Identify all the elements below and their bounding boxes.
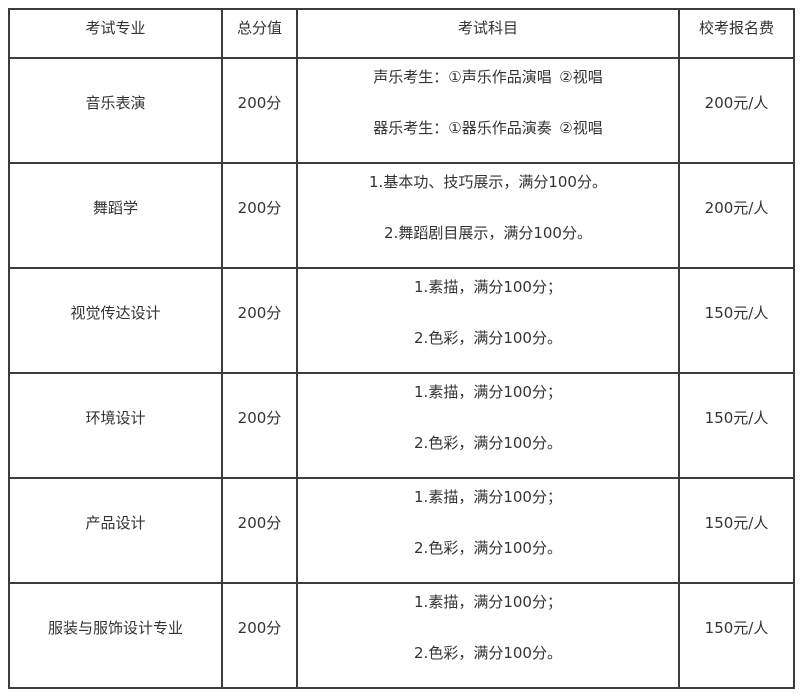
subject-line: 1.素描，满分100分； bbox=[414, 593, 562, 611]
subject-line: 声乐考生：①声乐作品演唱 ②视唱 bbox=[373, 68, 603, 86]
score-cell: 200分 bbox=[221, 57, 298, 164]
table-row: 产品设计 200分 1.素描，满分100分； 2.色彩，满分100分。 150元… bbox=[8, 477, 795, 584]
header-row: 考试专业 总分值 考试科目 校考报名费 bbox=[8, 8, 795, 59]
subject-line: 2.色彩，满分100分。 bbox=[414, 329, 562, 347]
subjects-cell: 声乐考生：①声乐作品演唱 ②视唱 器乐考生：①器乐作品演奏 ②视唱 bbox=[296, 57, 680, 164]
score-cell: 200分 bbox=[221, 372, 298, 479]
subject-line: 1.素描，满分100分； bbox=[414, 488, 562, 506]
subject-line: 2.舞蹈剧目展示，满分100分。 bbox=[384, 224, 592, 242]
score-cell: 200分 bbox=[221, 267, 298, 374]
score-cell: 200分 bbox=[221, 477, 298, 584]
major-cell: 产品设计 bbox=[8, 477, 223, 584]
header-registration-fee: 校考报名费 bbox=[678, 8, 795, 59]
subjects-cell: 1.素描，满分100分； 2.色彩，满分100分。 bbox=[296, 582, 680, 689]
score-cell: 200分 bbox=[221, 582, 298, 689]
fee-cell: 150元/人 bbox=[678, 582, 795, 689]
table-row: 环境设计 200分 1.素描，满分100分； 2.色彩，满分100分。 150元… bbox=[8, 372, 795, 479]
table-row: 视觉传达设计 200分 1.素描，满分100分； 2.色彩，满分100分。 15… bbox=[8, 267, 795, 374]
table-row: 舞蹈学 200分 1.基本功、技巧展示，满分100分。 2.舞蹈剧目展示，满分1… bbox=[8, 162, 795, 269]
fee-cell: 200元/人 bbox=[678, 162, 795, 269]
major-cell: 环境设计 bbox=[8, 372, 223, 479]
fee-cell: 150元/人 bbox=[678, 372, 795, 479]
subject-line: 1.素描，满分100分； bbox=[414, 383, 562, 401]
subject-line: 1.基本功、技巧展示，满分100分。 bbox=[369, 173, 607, 191]
fee-cell: 150元/人 bbox=[678, 477, 795, 584]
subjects-stack: 1.素描，满分100分； 2.色彩，满分100分。 bbox=[304, 278, 672, 347]
table-row: 音乐表演 200分 声乐考生：①声乐作品演唱 ②视唱 器乐考生：①器乐作品演奏 … bbox=[8, 57, 795, 164]
subjects-cell: 1.素描，满分100分； 2.色彩，满分100分。 bbox=[296, 477, 680, 584]
fee-cell: 200元/人 bbox=[678, 57, 795, 164]
subject-line: 2.色彩，满分100分。 bbox=[414, 644, 562, 662]
header-exam-subjects: 考试科目 bbox=[296, 8, 680, 59]
subjects-cell: 1.基本功、技巧展示，满分100分。 2.舞蹈剧目展示，满分100分。 bbox=[296, 162, 680, 269]
major-cell: 服装与服饰设计专业 bbox=[8, 582, 223, 689]
header-total-score: 总分值 bbox=[221, 8, 298, 59]
major-cell: 音乐表演 bbox=[8, 57, 223, 164]
table-row: 服装与服饰设计专业 200分 1.素描，满分100分； 2.色彩，满分100分。… bbox=[8, 582, 795, 689]
subjects-stack: 1.素描，满分100分； 2.色彩，满分100分。 bbox=[304, 593, 672, 662]
subjects-cell: 1.素描，满分100分； 2.色彩，满分100分。 bbox=[296, 267, 680, 374]
exam-fee-table-container: 考试专业 总分值 考试科目 校考报名费 音乐表演 200分 声乐考生：①声乐作品… bbox=[8, 8, 795, 689]
subject-line: 1.素描，满分100分； bbox=[414, 278, 562, 296]
score-cell: 200分 bbox=[221, 162, 298, 269]
subjects-stack: 1.素描，满分100分； 2.色彩，满分100分。 bbox=[304, 383, 672, 452]
exam-fee-table: 考试专业 总分值 考试科目 校考报名费 音乐表演 200分 声乐考生：①声乐作品… bbox=[8, 8, 795, 689]
major-cell: 舞蹈学 bbox=[8, 162, 223, 269]
header-exam-major: 考试专业 bbox=[8, 8, 223, 59]
subject-line: 器乐考生：①器乐作品演奏 ②视唱 bbox=[373, 119, 603, 137]
major-cell: 视觉传达设计 bbox=[8, 267, 223, 374]
subjects-stack: 声乐考生：①声乐作品演唱 ②视唱 器乐考生：①器乐作品演奏 ②视唱 bbox=[304, 68, 672, 137]
subjects-stack: 1.基本功、技巧展示，满分100分。 2.舞蹈剧目展示，满分100分。 bbox=[304, 173, 672, 242]
subjects-stack: 1.素描，满分100分； 2.色彩，满分100分。 bbox=[304, 488, 672, 557]
subjects-cell: 1.素描，满分100分； 2.色彩，满分100分。 bbox=[296, 372, 680, 479]
subject-line: 2.色彩，满分100分。 bbox=[414, 539, 562, 557]
fee-cell: 150元/人 bbox=[678, 267, 795, 374]
subject-line: 2.色彩，满分100分。 bbox=[414, 434, 562, 452]
